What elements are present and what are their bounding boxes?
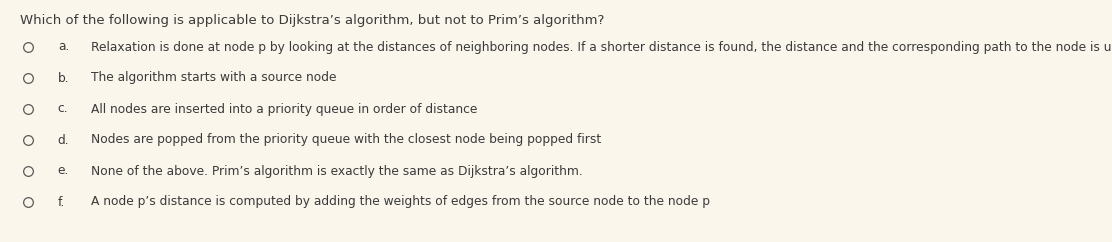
Text: d.: d.	[58, 134, 69, 146]
Text: Nodes are popped from the priority queue with the closest node being popped firs: Nodes are popped from the priority queue…	[91, 134, 602, 146]
Text: All nodes are inserted into a priority queue in order of distance: All nodes are inserted into a priority q…	[91, 103, 477, 115]
Text: A node p’s distance is computed by adding the weights of edges from the source n: A node p’s distance is computed by addin…	[91, 196, 711, 209]
Text: Relaxation is done at node p by looking at the distances of neighboring nodes. I: Relaxation is done at node p by looking …	[91, 40, 1112, 53]
Text: e.: e.	[58, 165, 69, 177]
Text: The algorithm starts with a source node: The algorithm starts with a source node	[91, 71, 337, 84]
Text: a.: a.	[58, 40, 69, 53]
Text: c.: c.	[58, 103, 69, 115]
Text: Which of the following is applicable to Dijkstra’s algorithm, but not to Prim’s : Which of the following is applicable to …	[20, 14, 605, 27]
Text: f.: f.	[58, 196, 66, 209]
Text: b.: b.	[58, 71, 69, 84]
Text: None of the above. Prim’s algorithm is exactly the same as Dijkstra’s algorithm.: None of the above. Prim’s algorithm is e…	[91, 165, 583, 177]
